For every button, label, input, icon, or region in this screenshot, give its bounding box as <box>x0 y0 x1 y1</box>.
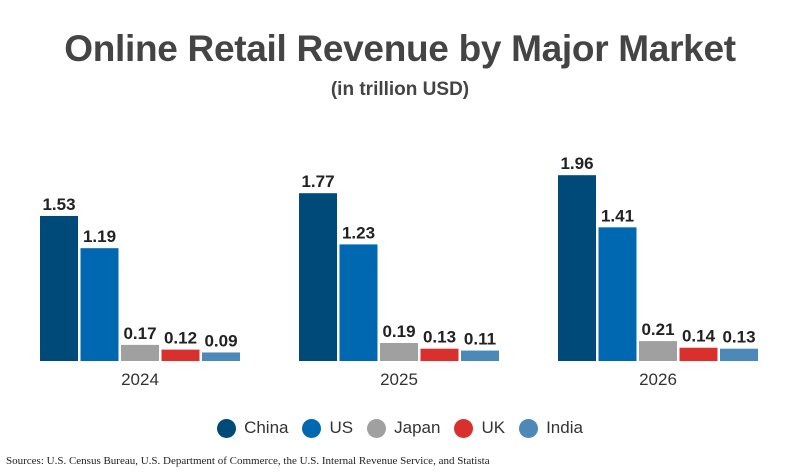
legend-swatch-icon <box>367 418 387 438</box>
bar-uk-2026 <box>679 347 718 361</box>
chart-subtitle: (in trillion USD) <box>330 79 470 100</box>
data-label-japan-2024: 0.17 <box>123 324 156 343</box>
legend: China US Japan UK India <box>0 418 800 438</box>
legend-item-india: India <box>519 418 583 438</box>
bar-japan-2026 <box>639 341 677 361</box>
bar-india-2026 <box>720 348 758 361</box>
bar-china-2025 <box>299 193 337 361</box>
legend-label: China <box>244 418 289 437</box>
data-label-uk-2024: 0.12 <box>164 329 197 348</box>
category-label-2026: 2026 <box>639 370 677 389</box>
data-label-india-2025: 0.11 <box>464 330 496 349</box>
legend-item-china: China <box>217 418 288 438</box>
bar-japan-2024 <box>121 344 159 361</box>
data-label-us-2024: 1.19 <box>83 227 116 246</box>
legend-label: UK <box>481 418 506 437</box>
legend-item-japan: Japan <box>367 418 440 438</box>
legend-swatch-icon <box>217 418 237 438</box>
data-label-uk-2025: 0.13 <box>423 328 456 347</box>
data-label-india-2024: 0.09 <box>204 331 237 350</box>
data-label-china-2026: 1.96 <box>560 154 593 173</box>
data-label-japan-2025: 0.19 <box>382 322 415 341</box>
bar-us-2024 <box>80 248 119 361</box>
legend-label: India <box>546 418 583 437</box>
chart-title: Online Retail Revenue by Major Market <box>64 28 736 69</box>
legend-item-us: US <box>302 418 353 438</box>
category-label-2024: 2024 <box>121 370 159 389</box>
data-label-japan-2026: 0.21 <box>641 320 674 339</box>
legend-swatch-icon <box>454 418 474 438</box>
bar-japan-2025 <box>380 342 418 361</box>
legend-label: US <box>329 418 354 437</box>
bar-uk-2024 <box>161 349 200 361</box>
data-label-india-2026: 0.13 <box>722 328 755 347</box>
legend-label: Japan <box>394 418 441 437</box>
bar-us-2026 <box>598 227 637 361</box>
data-label-us-2026: 1.41 <box>601 206 634 225</box>
legend-swatch-icon <box>302 418 322 438</box>
bar-india-2025 <box>461 350 499 361</box>
data-label-uk-2026: 0.14 <box>682 327 716 346</box>
legend-swatch-icon <box>519 418 539 438</box>
legend-item-uk: UK <box>454 418 505 438</box>
category-label-2025: 2025 <box>380 370 418 389</box>
source-note: Sources: U.S. Census Bureau, U.S. Depart… <box>6 455 490 467</box>
bar-china-2026 <box>558 175 596 361</box>
bar-uk-2025 <box>420 348 459 361</box>
bar-chart: 1.53 1.19 0.17 0.12 0.09 2024 1.77 1.23 0.19 0.13… <box>40 154 758 389</box>
data-label-china-2025: 1.77 <box>301 172 334 191</box>
data-label-china-2024: 1.53 <box>42 195 75 214</box>
data-label-us-2025: 1.23 <box>342 223 375 242</box>
bar-india-2024 <box>202 352 240 361</box>
bar-us-2025 <box>339 244 378 361</box>
bar-china-2024 <box>40 215 78 361</box>
